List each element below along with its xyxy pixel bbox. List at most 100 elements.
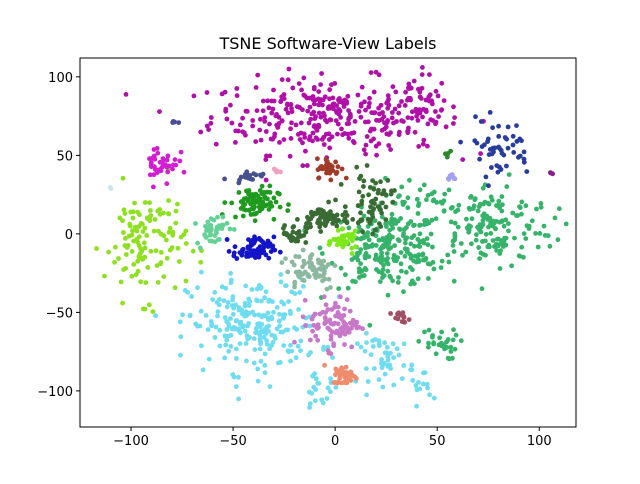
data-point — [208, 115, 214, 120]
data-point — [488, 194, 494, 200]
data-point — [236, 190, 242, 195]
data-point — [521, 159, 527, 165]
data-point — [311, 109, 317, 115]
data-point — [307, 405, 312, 410]
data-point — [395, 280, 401, 285]
x-tick-label: 0 — [331, 434, 339, 449]
data-point — [396, 275, 401, 280]
data-point — [316, 110, 322, 116]
data-point — [426, 344, 431, 350]
data-point — [500, 202, 505, 208]
data-point — [226, 323, 232, 329]
data-point — [279, 77, 285, 82]
data-point — [349, 325, 354, 331]
data-point — [202, 232, 208, 238]
data-point — [328, 321, 334, 326]
data-point — [130, 228, 135, 234]
data-point — [384, 350, 389, 356]
data-point — [333, 385, 339, 390]
data-point — [273, 113, 279, 119]
data-point — [370, 231, 375, 237]
data-point — [497, 266, 503, 271]
data-point — [272, 247, 278, 253]
data-point — [415, 118, 421, 123]
data-point — [328, 177, 334, 183]
data-point — [162, 162, 168, 168]
data-point — [494, 203, 499, 209]
data-point — [307, 95, 312, 101]
data-point — [362, 255, 368, 261]
data-point — [479, 286, 485, 292]
data-point — [308, 116, 314, 122]
data-point — [234, 86, 240, 91]
data-point — [326, 276, 332, 282]
data-point — [266, 105, 272, 111]
data-point — [427, 392, 432, 398]
data-point — [249, 253, 255, 258]
data-point — [299, 87, 304, 93]
data-point — [430, 244, 435, 250]
data-point — [275, 190, 281, 196]
data-point — [279, 118, 285, 124]
data-point — [313, 387, 318, 392]
data-point — [262, 295, 267, 301]
data-point — [264, 153, 269, 159]
data-point — [138, 221, 144, 227]
data-point — [224, 220, 230, 226]
data-point — [142, 254, 148, 260]
data-point — [244, 169, 250, 175]
data-point — [289, 235, 295, 240]
data-point — [294, 104, 300, 110]
data-point — [388, 191, 394, 197]
data-point — [367, 100, 372, 106]
data-point — [238, 319, 244, 325]
data-point — [333, 118, 339, 123]
data-point — [258, 358, 264, 364]
data-point — [416, 144, 422, 149]
data-point — [322, 113, 327, 119]
data-point — [158, 260, 164, 265]
data-point — [328, 389, 333, 395]
data-point — [215, 214, 220, 220]
data-point — [407, 95, 413, 101]
data-point — [310, 373, 315, 379]
data-point — [417, 231, 423, 237]
data-point — [517, 253, 523, 259]
data-point — [496, 123, 501, 129]
data-point — [478, 119, 484, 124]
data-point — [139, 248, 145, 254]
data-point — [380, 267, 386, 272]
data-point — [505, 145, 511, 151]
data-point — [224, 304, 230, 310]
data-point — [517, 153, 523, 159]
data-point — [344, 213, 350, 218]
data-point — [421, 381, 426, 387]
data-point — [264, 341, 270, 347]
data-point — [361, 184, 366, 189]
data-point — [380, 243, 386, 249]
data-point — [244, 109, 250, 114]
data-point — [316, 175, 322, 181]
y-tick-label: 100 — [48, 71, 73, 86]
data-point — [408, 241, 414, 247]
data-point — [221, 298, 227, 304]
data-point — [349, 344, 355, 350]
data-point — [394, 119, 399, 124]
y-tick-label: −100 — [37, 385, 73, 400]
data-point — [123, 92, 129, 97]
data-point — [346, 135, 352, 141]
data-point — [485, 139, 490, 145]
data-point — [118, 279, 124, 285]
data-point — [307, 104, 313, 110]
data-point — [373, 196, 379, 202]
data-point — [338, 265, 344, 271]
data-point — [281, 343, 287, 348]
data-point — [278, 272, 284, 277]
data-point — [253, 326, 259, 331]
data-point — [364, 134, 370, 139]
data-point — [391, 252, 397, 258]
data-point — [443, 124, 449, 130]
data-point — [183, 241, 189, 246]
data-point — [329, 329, 335, 335]
data-point — [310, 328, 315, 334]
